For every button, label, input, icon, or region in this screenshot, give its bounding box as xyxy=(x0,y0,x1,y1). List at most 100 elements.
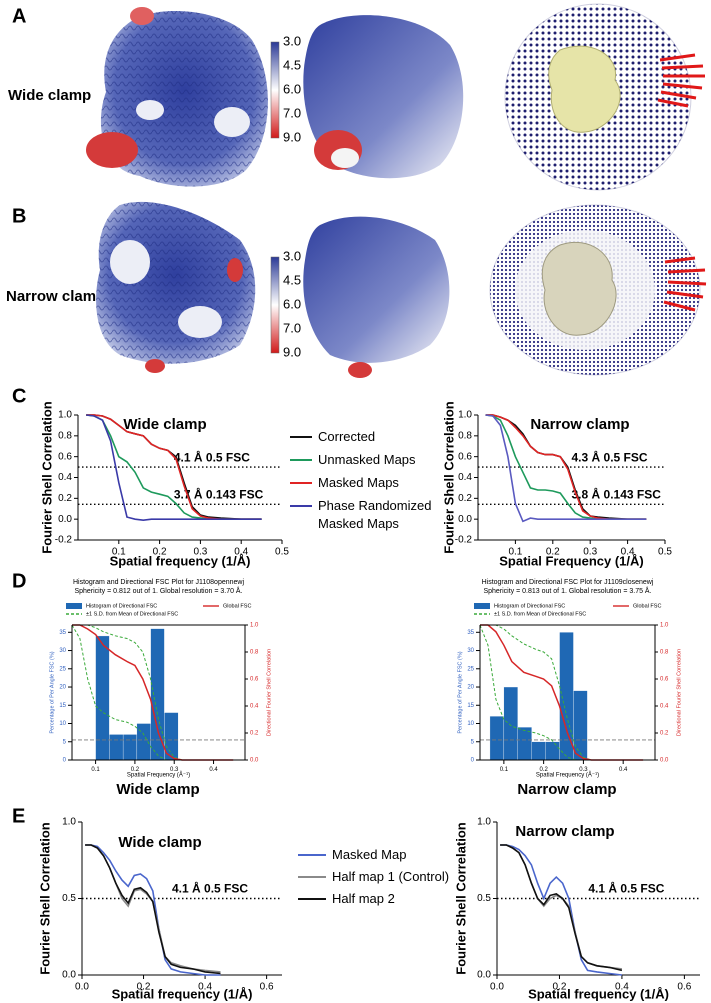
legend-label: Histogram of Directional FSC xyxy=(494,603,565,609)
x-tick-label: 0.4 xyxy=(198,982,212,993)
chart-title: Narrow clamp xyxy=(515,823,614,840)
y-tick-label: 1.0 xyxy=(477,817,491,828)
chart-subtitle: Sphericity = 0.813 out of 1. Global reso… xyxy=(483,586,651,595)
spike xyxy=(660,90,697,100)
view-spikes xyxy=(663,256,707,312)
x-tick-label: 0.1 xyxy=(91,767,100,773)
legend-label: Unmasked Maps xyxy=(318,452,416,467)
legend-entry: Corrected xyxy=(318,429,375,444)
x-tick-label: 0.0 xyxy=(490,982,504,993)
y-tick-label: 0.0 xyxy=(458,514,472,525)
x-tick-label: 0.6 xyxy=(260,982,274,993)
map-region xyxy=(86,132,138,168)
y2-axis-label: Directional Fourier Shell Correlation xyxy=(676,649,682,736)
legend-entry: Masked Maps xyxy=(318,475,399,490)
y2-tick-label: 0.0 xyxy=(250,758,259,764)
x-tick-label: 0.3 xyxy=(579,767,588,773)
colorbar-label: 9.0 xyxy=(283,344,301,359)
y-axis-label: Fourier Shell Correlation xyxy=(39,401,54,553)
legend-swatch xyxy=(474,603,490,609)
map-region xyxy=(145,359,165,373)
colorbar xyxy=(270,41,280,139)
y2-tick-label: 1.0 xyxy=(660,623,669,629)
y2-tick-label: 0.6 xyxy=(660,677,669,683)
annotation: 3.8 Å 0.143 FSC xyxy=(572,486,662,501)
fsc-curve xyxy=(86,414,262,522)
legend-label: ±1 S.D. from Mean of Directional FSC xyxy=(86,611,178,617)
x-tick-label: 0.4 xyxy=(619,767,628,773)
map-slice xyxy=(303,216,450,363)
y-axis-label: Fourier Shell Correlation xyxy=(441,401,456,553)
map-region xyxy=(214,107,250,137)
colorbar-label: 9.0 xyxy=(283,129,301,144)
histogram-bar xyxy=(109,734,124,761)
y-tick-label: -0.2 xyxy=(55,535,73,546)
chart-title: Wide clamp xyxy=(118,834,201,851)
y2-tick-label: 0.8 xyxy=(660,650,669,656)
x-tick-label: 0.2 xyxy=(553,982,567,993)
map-region xyxy=(136,100,164,120)
y-tick-label: 0.5 xyxy=(477,893,491,904)
map-region xyxy=(130,7,154,25)
colorbar xyxy=(270,256,280,354)
y-tick-label: 20 xyxy=(59,685,66,691)
histogram-bar xyxy=(136,723,151,761)
spike xyxy=(659,53,696,62)
spike xyxy=(661,64,704,70)
annotation: 4.1 Å 0.5 FSC xyxy=(588,881,664,896)
annotation: 4.1 Å 0.5 FSC xyxy=(174,449,250,464)
fsc-curve xyxy=(500,844,622,976)
y-axis-label: Fourier Shell Correlation xyxy=(453,822,468,974)
view-spikes xyxy=(657,53,705,108)
y-tick-label: 10 xyxy=(467,721,474,727)
legend-label: Global FSC xyxy=(223,603,251,609)
spike xyxy=(657,98,689,108)
map-region xyxy=(110,240,150,284)
y2-tick-label: 0.2 xyxy=(660,731,669,737)
x-tick-label: 0.0 xyxy=(75,982,89,993)
y-tick-label: 0.5 xyxy=(62,893,76,904)
spike xyxy=(662,82,703,90)
panel-label: C xyxy=(12,385,26,407)
spike xyxy=(667,280,707,286)
x-tick-label: 0.5 xyxy=(658,547,672,558)
x-axis-label: Spatial frequency (1/Å) xyxy=(528,986,669,1001)
annotation: 4.3 Å 0.5 FSC xyxy=(572,449,648,464)
legend-label: Histogram of Directional FSC xyxy=(86,603,157,609)
x-tick-label: 0.1 xyxy=(500,767,509,773)
fsc-curve xyxy=(480,624,644,761)
y-tick-label: 1.0 xyxy=(458,410,472,421)
legend-entry: Masked Map xyxy=(332,847,406,862)
histogram-bar xyxy=(503,686,518,761)
annotation: 4.1 Å 0.5 FSC xyxy=(172,881,248,896)
x-axis-label: Spatial Frequency (Å⁻¹) xyxy=(127,772,190,779)
y-axis-label: Percentage of Per Angle FSC (%) xyxy=(457,651,463,733)
y-tick-label: 0 xyxy=(471,758,475,764)
colorbar-label: 7.0 xyxy=(283,320,301,335)
colorbar-label: 3.0 xyxy=(283,248,301,263)
map-core xyxy=(548,45,621,133)
y-tick-label: 15 xyxy=(467,703,474,709)
legend-swatch xyxy=(66,603,82,609)
colorbar-label: 7.0 xyxy=(283,105,301,120)
y-tick-label: 0.0 xyxy=(58,514,72,525)
x-tick-label: 0.4 xyxy=(209,767,218,773)
colorbar-label: 6.0 xyxy=(283,81,301,96)
y-tick-label: 20 xyxy=(467,685,474,691)
y-tick-label: 0.6 xyxy=(58,451,72,462)
y-tick-label: 0.8 xyxy=(58,430,72,441)
y-tick-label: 0.0 xyxy=(62,970,76,981)
x-tick-label: 0.5 xyxy=(275,547,289,558)
row-label: Wide clamp xyxy=(8,87,91,104)
spike xyxy=(666,290,704,299)
y-tick-label: 0.2 xyxy=(58,493,72,504)
panel-label: A xyxy=(12,5,26,27)
y-tick-label: 5 xyxy=(63,739,67,745)
y-tick-label: 0.0 xyxy=(477,970,491,981)
y-tick-label: 10 xyxy=(59,721,66,727)
legend-label: ±1 S.D. from Mean of Directional FSC xyxy=(494,611,586,617)
x-axis-label: Spatial frequency (1/Å) xyxy=(112,986,253,1001)
